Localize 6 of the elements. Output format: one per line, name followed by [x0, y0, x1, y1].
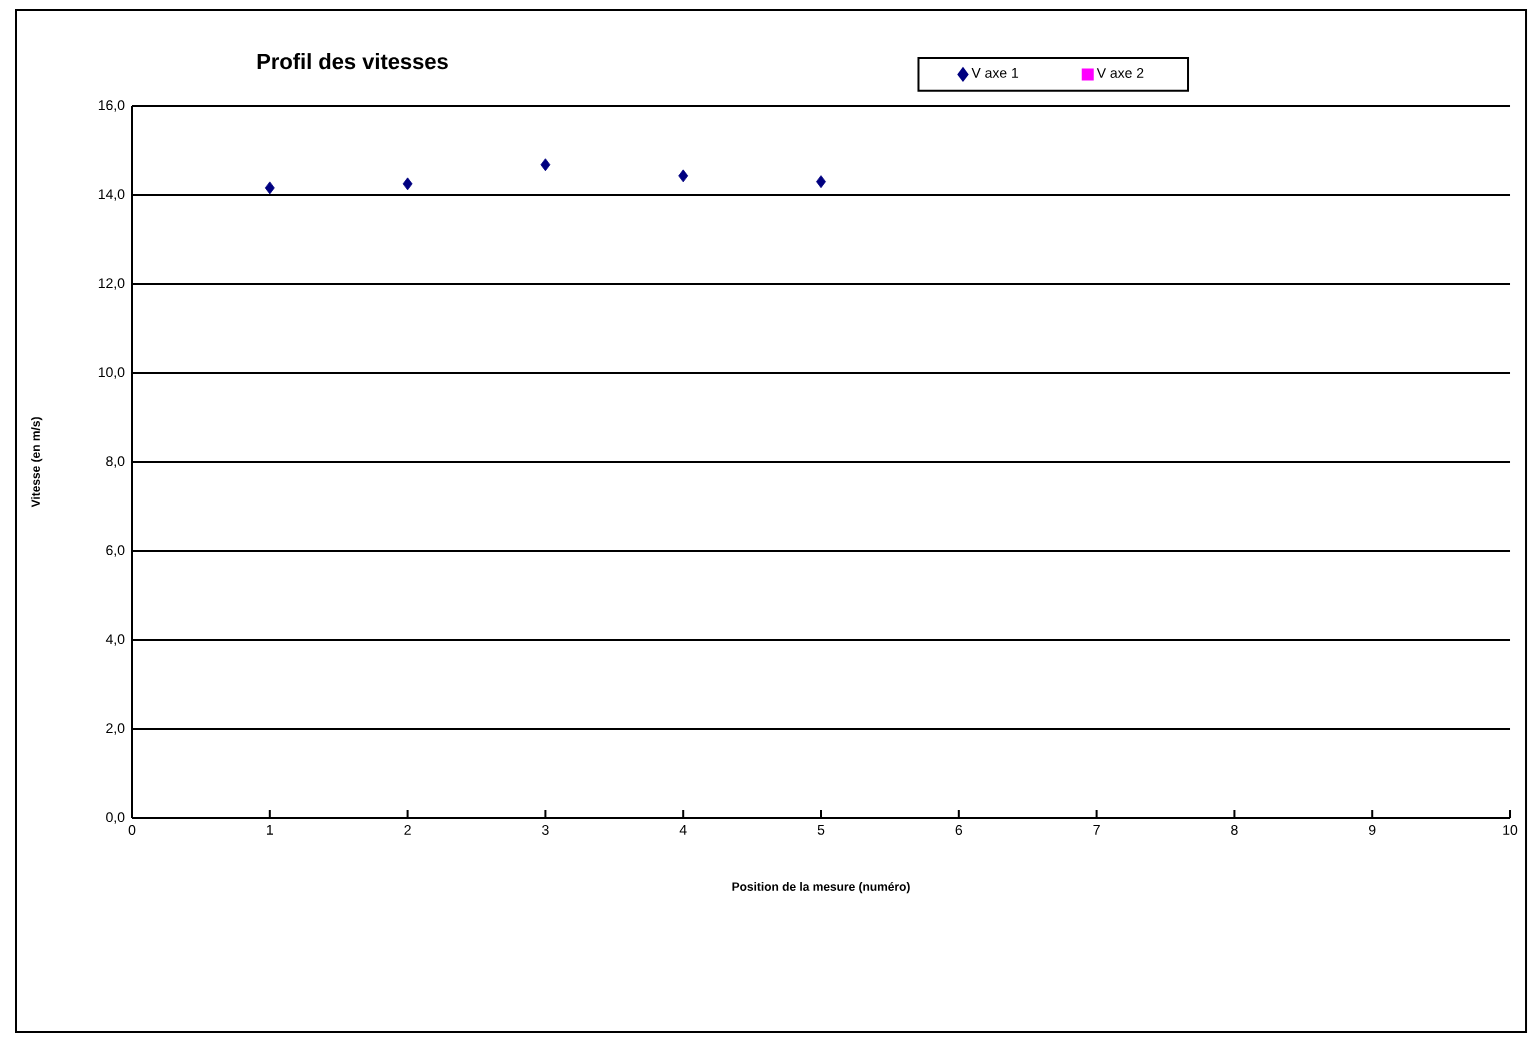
point — [816, 175, 826, 189]
point — [264, 181, 275, 195]
point — [540, 158, 551, 172]
point — [402, 177, 413, 191]
chart-title: Profil des vitesses — [257, 53, 448, 70]
point — [678, 169, 689, 183]
